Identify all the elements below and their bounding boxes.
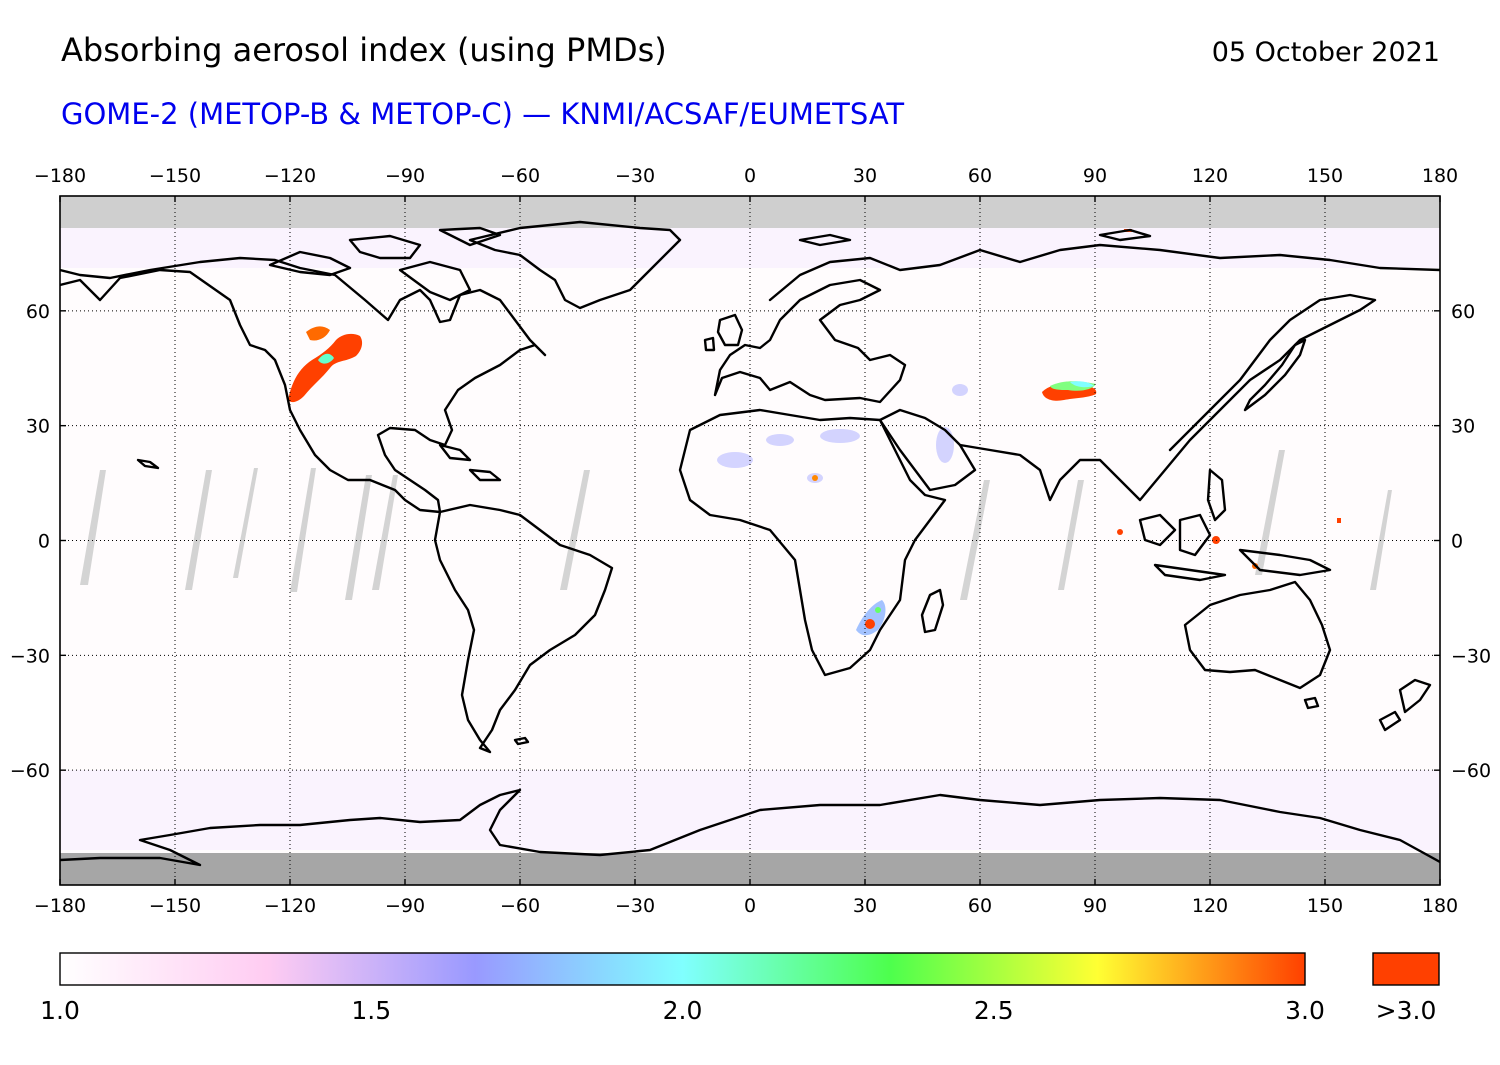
colorbar (59, 952, 1306, 986)
tick-label-lon-top: 60 (968, 165, 992, 187)
tick-label-lon-top: 150 (1307, 165, 1343, 187)
plume-north-america (288, 333, 363, 403)
coast-antarctica (60, 788, 1440, 867)
axis-labels: −180 −180 −150 −150 −120 −120 −90 −90 −60 −60 −30 −… (10, 165, 1491, 917)
coast-asia (958, 293, 1377, 502)
tick-label-lon-bottom: −90 (385, 895, 425, 917)
tick-label-lon-top: −30 (615, 165, 655, 187)
map-date: 05 October 2021 (1211, 37, 1440, 68)
tick-label-lat-left: 60 (26, 301, 50, 323)
coast-australia (1183, 580, 1332, 690)
tick-label-lat-left: 30 (26, 416, 50, 438)
colorbar-overflow-box (1372, 952, 1440, 986)
aerosol-plumes (288, 229, 1341, 636)
colorbar-tick-label: 3.0 (1285, 996, 1325, 1025)
tick-label-lat-left: −60 (10, 760, 50, 782)
tick-label-lon-top: 90 (1083, 165, 1107, 187)
coast-south-america (433, 503, 614, 754)
tick-label-lon-bottom: −120 (264, 895, 316, 917)
tick-label-lat-left: 0 (38, 531, 50, 553)
tick-label-lon-top: −120 (264, 165, 316, 187)
tick-label-lat-left: −30 (10, 645, 50, 667)
map-title: Absorbing aerosol index (using PMDs) (61, 31, 667, 69)
tick-label-lat-right: 60 (1451, 301, 1475, 323)
coast-greenland (468, 220, 682, 310)
axis-ticks (59, 196, 1441, 885)
tick-label-lon-bottom: 120 (1192, 895, 1228, 917)
colorbar-tick-label: 1.0 (40, 996, 80, 1025)
tick-label-lon-bottom: 150 (1307, 895, 1343, 917)
tick-label-lat-right: −60 (1451, 760, 1491, 782)
tick-label-lon-bottom: 30 (853, 895, 877, 917)
tick-label-lon-top: −90 (385, 165, 425, 187)
coast-africa (678, 408, 947, 677)
tick-label-lon-bottom: 0 (744, 895, 756, 917)
coast-madagascar (920, 588, 945, 634)
coast-north-america (60, 256, 547, 514)
tick-label-lon-top: 120 (1192, 165, 1228, 187)
colorbar-overflow-label: >3.0 (1376, 996, 1437, 1025)
tick-label-lon-bottom: −30 (615, 895, 655, 917)
colorbar-tick-label: 1.5 (351, 996, 391, 1025)
coastlines (60, 220, 1440, 867)
tick-label-lat-right: −30 (1451, 645, 1491, 667)
tick-label-lon-top: −60 (500, 165, 540, 187)
tick-label-lon-bottom: 90 (1083, 895, 1107, 917)
colorbar-tick-label: 2.5 (974, 996, 1014, 1025)
tick-label-lon-bottom: 180 (1422, 895, 1458, 917)
tick-label-lat-right: 30 (1451, 416, 1475, 438)
tick-label-lon-top: −180 (34, 165, 86, 187)
tick-label-lon-top: 30 (853, 165, 877, 187)
tick-label-lon-bottom: −180 (34, 895, 86, 917)
colorbar-labels: 1.0 1.5 2.0 2.5 3.0 (40, 996, 1325, 1025)
map-subtitle: GOME-2 (METOP-B & METOP-C) — KNMI/ACSAF/… (61, 97, 905, 131)
tick-label-lon-bottom: −60 (500, 895, 540, 917)
colorbar-tick-label: 2.0 (663, 996, 703, 1025)
tick-label-lon-top: −150 (149, 165, 201, 187)
tick-label-lon-bottom: −150 (149, 895, 201, 917)
orbit-gap-stripes (80, 450, 1392, 600)
tick-label-lon-top: 180 (1422, 165, 1458, 187)
tick-label-lon-bottom: 60 (968, 895, 992, 917)
tick-label-lat-right: 0 (1451, 531, 1463, 553)
gridlines (60, 196, 1440, 885)
coast-europe (713, 278, 907, 404)
tick-label-lon-top: 0 (744, 165, 756, 187)
